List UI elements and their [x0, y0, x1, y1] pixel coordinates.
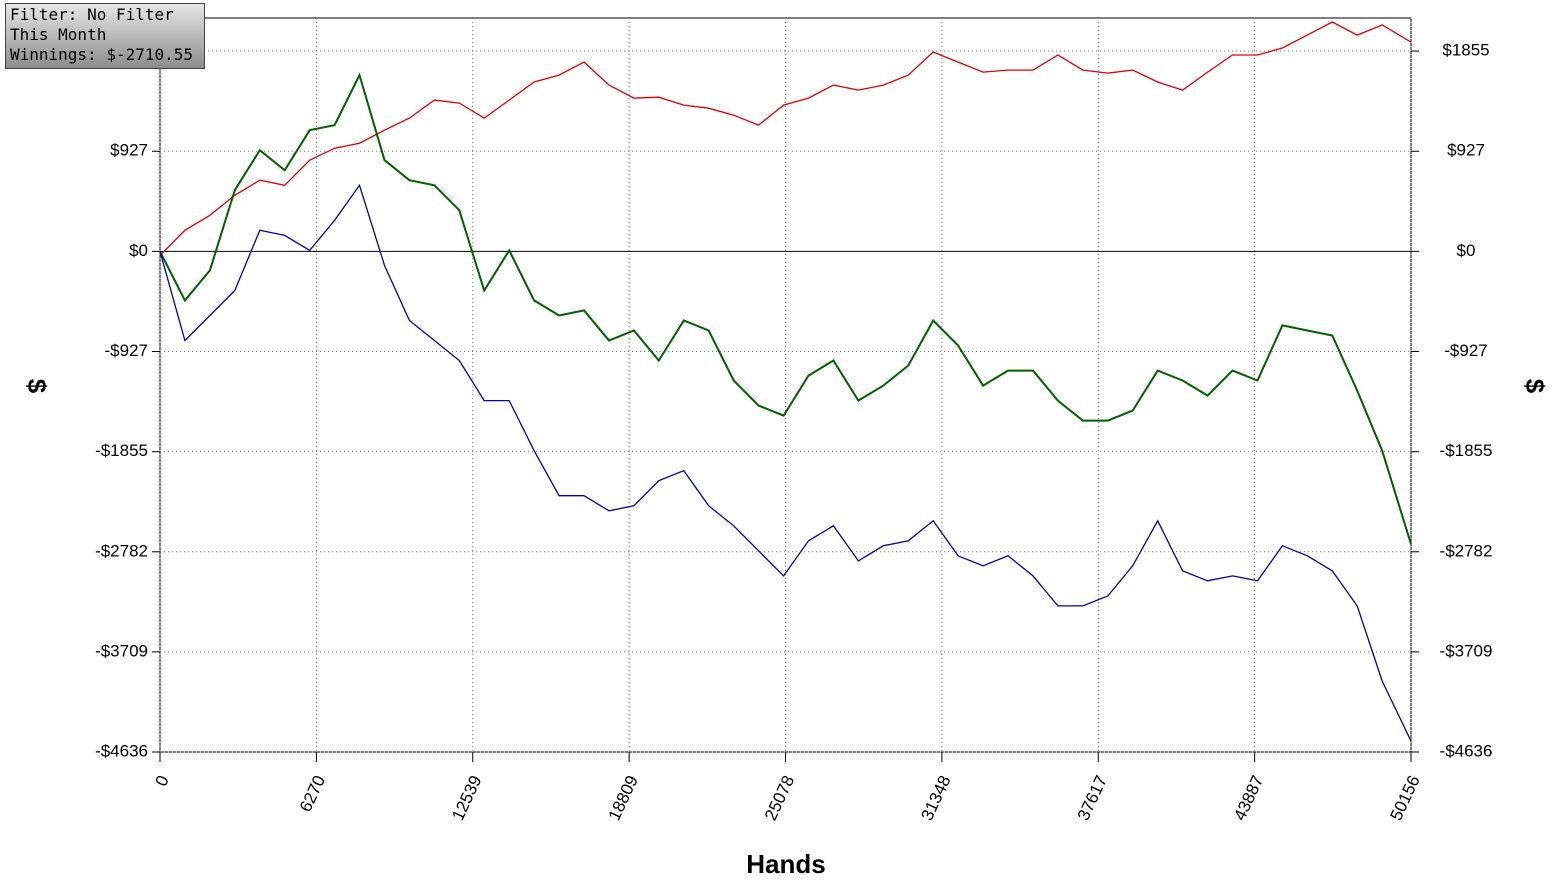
y2-tick-label: -$4636: [1440, 741, 1493, 760]
y-tick-label: -$4636: [95, 741, 148, 760]
x-tick-label: 43887: [1230, 773, 1267, 824]
x-tick-label: 12539: [448, 773, 485, 824]
x-tick-label: 31348: [917, 773, 954, 824]
y2-tick-label: -$927: [1444, 341, 1487, 360]
plot-frame: [159, 17, 1412, 753]
series-line: [159, 21, 1412, 256]
x-tick-label: 18809: [605, 773, 642, 824]
x-tick-label: 0: [151, 773, 172, 790]
x-tick-label: 37617: [1074, 773, 1111, 824]
y-tick-label: $0: [129, 241, 148, 260]
y2-tick-label: $1855: [1442, 41, 1489, 60]
y2-tick-label: -$2782: [1440, 541, 1493, 560]
info-box: Filter: No Filter This Month Winnings: $…: [5, 3, 205, 69]
y-tick-label: $927: [110, 141, 148, 160]
annotation: Winnings: $-2710.55: [10, 45, 194, 64]
x-tick-label: 50156: [1386, 773, 1423, 824]
y2-tick-label: $927: [1447, 141, 1485, 160]
y-tick-label: -$1855: [95, 441, 148, 460]
y-tick-label: -$927: [105, 341, 148, 360]
series-line: [159, 72, 1412, 545]
series-line: [159, 183, 1412, 742]
y-axis-label: $: [22, 379, 52, 394]
x-axis-label: Hands: [746, 849, 825, 879]
y2-tick-label: $0: [1457, 241, 1476, 260]
y-tick-label: -$2782: [95, 541, 148, 560]
annotation: This Month: [10, 25, 107, 44]
y-tick-label: -$3709: [95, 641, 148, 660]
y2-axis-label: $: [1520, 379, 1550, 394]
x-tick-label: 6270: [296, 773, 329, 815]
annotation: Filter: No Filter: [10, 5, 174, 24]
y2-tick-label: -$1855: [1440, 441, 1493, 460]
y2-tick-label: -$3709: [1440, 641, 1493, 660]
x-tick-label: 25078: [761, 773, 798, 824]
